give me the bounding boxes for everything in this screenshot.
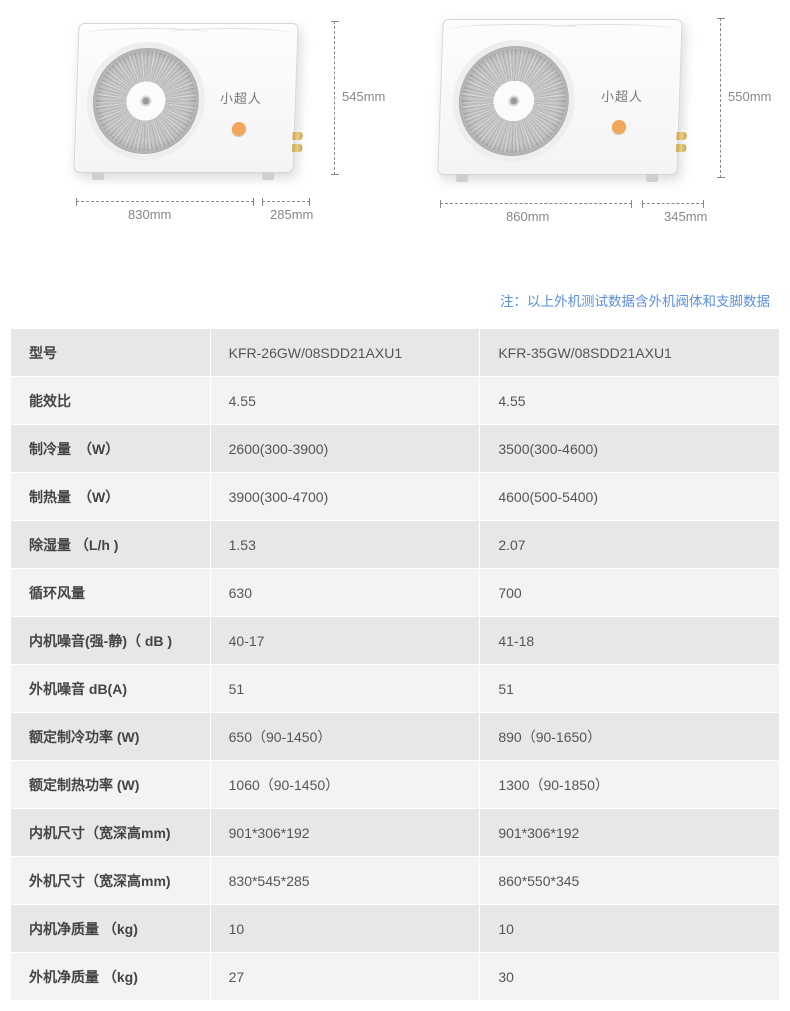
brand-text-left: 小超人 bbox=[220, 88, 263, 107]
table-row: 内机净质量 （kg)1010 bbox=[11, 905, 780, 953]
dim-width-right: 860mm bbox=[506, 209, 549, 224]
dim-height-right: 550mm bbox=[728, 89, 771, 104]
value-col1: 830*545*285 bbox=[210, 857, 480, 905]
table-row: 内机尺寸（宽深高mm)901*306*192901*306*192 bbox=[11, 809, 780, 857]
param-label: 内机尺寸（宽深高mm) bbox=[11, 809, 211, 857]
value-col2: 700 bbox=[480, 569, 780, 617]
table-row: 外机噪音 dB(A)5151 bbox=[11, 665, 780, 713]
value-col2: 30 bbox=[480, 953, 780, 1001]
value-col2: 860*550*345 bbox=[480, 857, 780, 905]
value-col1: 27 bbox=[210, 953, 480, 1001]
value-col2: 901*306*192 bbox=[480, 809, 780, 857]
param-label: 制热量 （W） bbox=[11, 473, 211, 521]
value-col1: 1060（90-1450） bbox=[210, 761, 480, 809]
value-col2: 41-18 bbox=[480, 617, 780, 665]
value-col1: 901*306*192 bbox=[210, 809, 480, 857]
table-row: 额定制冷功率 (W)650（90-1450）890（90-1650） bbox=[11, 713, 780, 761]
param-label: 外机噪音 dB(A) bbox=[11, 665, 211, 713]
table-row: 型号KFR-26GW/08SDD21AXU1KFR-35GW/08SDD21AX… bbox=[11, 329, 780, 377]
table-row: 额定制热功率 (W)1060（90-1450）1300（90-1850） bbox=[11, 761, 780, 809]
param-label: 能效比 bbox=[11, 377, 211, 425]
dim-depth-left: 285mm bbox=[270, 207, 313, 222]
param-label: 内机噪音(强-静)（ dB ) bbox=[11, 617, 211, 665]
value-col2: 2.07 bbox=[480, 521, 780, 569]
value-col1: 51 bbox=[210, 665, 480, 713]
table-row: 外机净质量 （kg)2730 bbox=[11, 953, 780, 1001]
table-row: 制热量 （W）3900(300-4700)4600(500-5400) bbox=[11, 473, 780, 521]
brand-dot-icon bbox=[612, 120, 626, 134]
table-row: 外机尺寸（宽深高mm)830*545*285860*550*345 bbox=[11, 857, 780, 905]
brand-dot-icon bbox=[232, 122, 246, 136]
brand-text-right: 小超人 bbox=[601, 86, 644, 105]
test-data-note: 注：以上外机测试数据含外机阀体和支脚数据 bbox=[0, 260, 790, 328]
ac-unit-left: 小超人 bbox=[73, 23, 298, 173]
param-label: 循环风量 bbox=[11, 569, 211, 617]
spec-table: 型号KFR-26GW/08SDD21AXU1KFR-35GW/08SDD21AX… bbox=[10, 328, 780, 1001]
dim-height-left: 545mm bbox=[342, 89, 385, 104]
value-col2: KFR-35GW/08SDD21AXU1 bbox=[480, 329, 780, 377]
param-label: 内机净质量 （kg) bbox=[11, 905, 211, 953]
value-col2: 3500(300-4600) bbox=[480, 425, 780, 473]
param-label: 额定制冷功率 (W) bbox=[11, 713, 211, 761]
value-col2: 1300（90-1850） bbox=[480, 761, 780, 809]
param-label: 外机净质量 （kg) bbox=[11, 953, 211, 1001]
value-col2: 4600(500-5400) bbox=[480, 473, 780, 521]
value-col1: 650（90-1450） bbox=[210, 713, 480, 761]
ac-unit-right: 小超人 bbox=[437, 19, 682, 175]
table-row: 内机噪音(强-静)（ dB )40-1741-18 bbox=[11, 617, 780, 665]
value-col2: 51 bbox=[480, 665, 780, 713]
param-label: 额定制热功率 (W) bbox=[11, 761, 211, 809]
param-label: 制冷量 （W） bbox=[11, 425, 211, 473]
product-dimension-section: 小超人 545mm 830mm 285mm 小超人 550mm 860 bbox=[0, 0, 790, 260]
value-col1: KFR-26GW/08SDD21AXU1 bbox=[210, 329, 480, 377]
param-label: 外机尺寸（宽深高mm) bbox=[11, 857, 211, 905]
product-left: 小超人 545mm 830mm 285mm bbox=[10, 5, 380, 260]
value-col1: 630 bbox=[210, 569, 480, 617]
value-col1: 3900(300-4700) bbox=[210, 473, 480, 521]
table-row: 除湿量 （L/h )1.532.07 bbox=[11, 521, 780, 569]
value-col1: 4.55 bbox=[210, 377, 480, 425]
value-col1: 2600(300-3900) bbox=[210, 425, 480, 473]
param-label: 除湿量 （L/h ) bbox=[11, 521, 211, 569]
table-row: 能效比4.554.55 bbox=[11, 377, 780, 425]
value-col2: 890（90-1650） bbox=[480, 713, 780, 761]
dim-width-left: 830mm bbox=[128, 207, 171, 222]
product-right: 小超人 550mm 860mm 345mm bbox=[410, 5, 780, 260]
value-col2: 10 bbox=[480, 905, 780, 953]
value-col1: 1.53 bbox=[210, 521, 480, 569]
table-row: 制冷量 （W）2600(300-3900)3500(300-4600) bbox=[11, 425, 780, 473]
value-col1: 40-17 bbox=[210, 617, 480, 665]
value-col1: 10 bbox=[210, 905, 480, 953]
dim-depth-right: 345mm bbox=[664, 209, 707, 224]
table-row: 循环风量630700 bbox=[11, 569, 780, 617]
value-col2: 4.55 bbox=[480, 377, 780, 425]
param-label: 型号 bbox=[11, 329, 211, 377]
